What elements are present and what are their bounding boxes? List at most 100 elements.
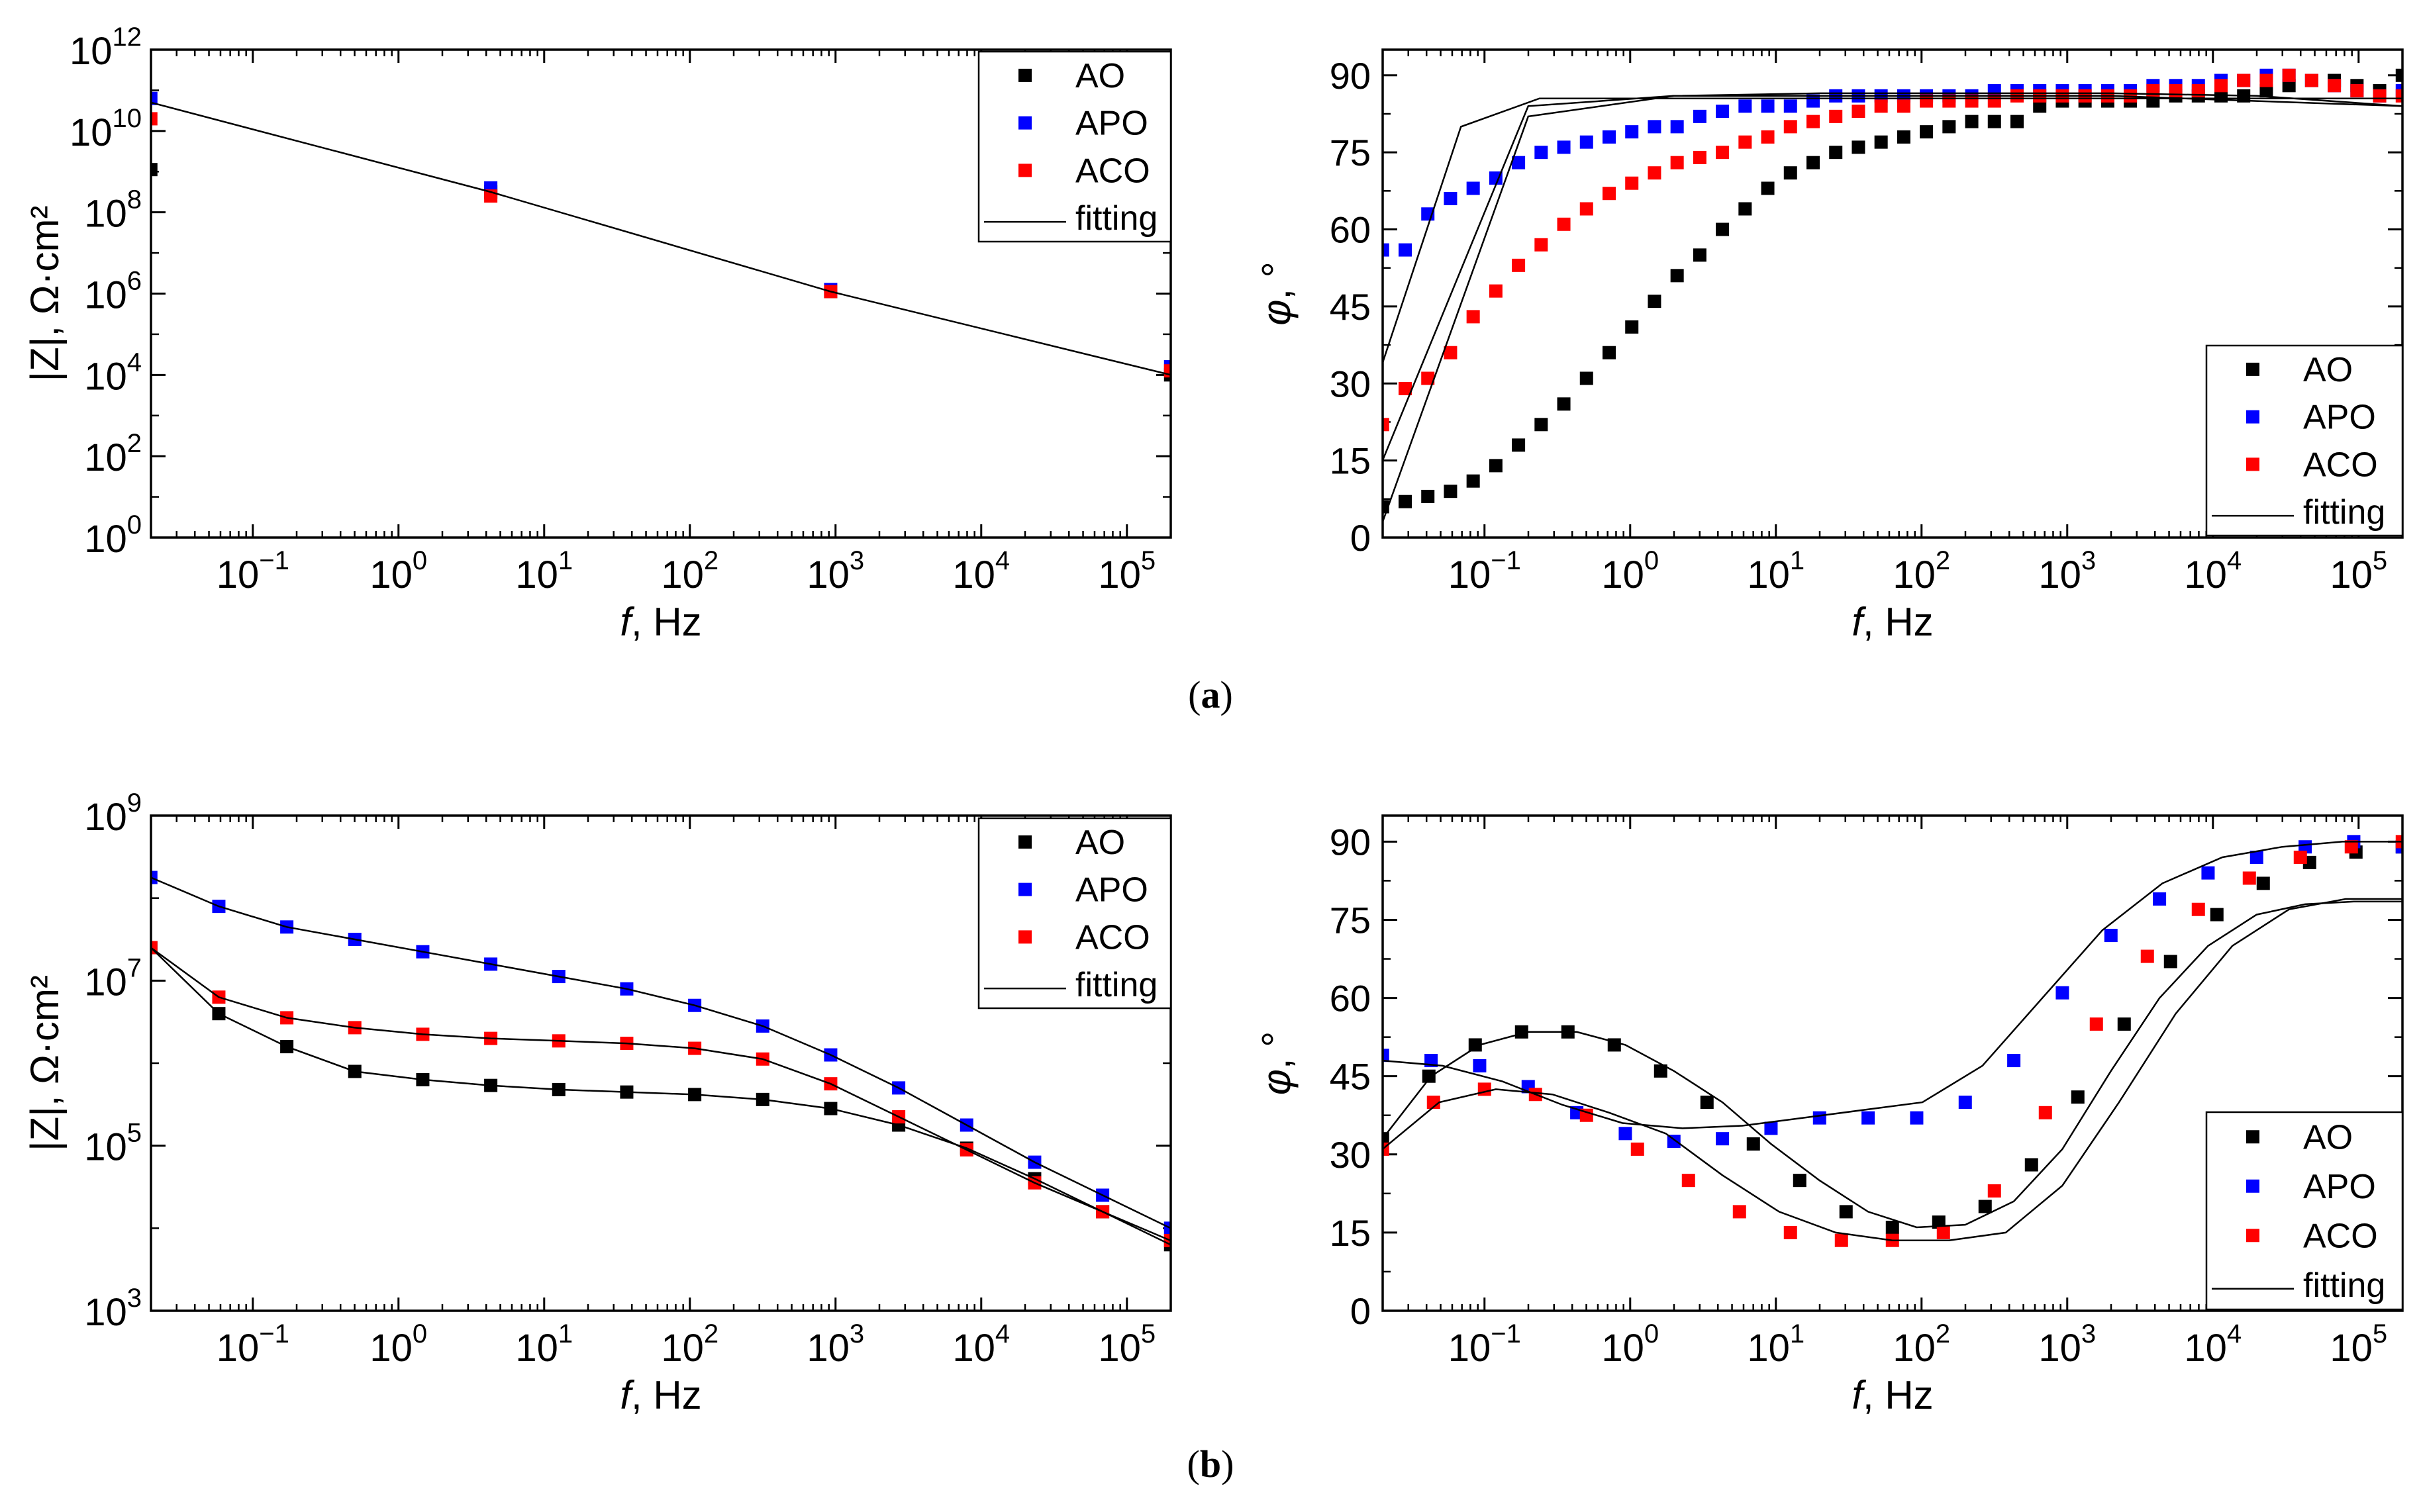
a-phase-point-ao (1670, 269, 1684, 283)
b-modulus-x-tick-exp: 5 (1141, 1319, 1156, 1348)
b-phase-point-ao (1885, 1221, 1899, 1235)
b-phase-x-tick-label: 100 (1601, 1319, 1659, 1370)
b-modulus-x-tick-label: 104 (952, 1319, 1010, 1370)
a-phase-point-apo (1398, 243, 1412, 257)
b-phase-frame (1381, 814, 2404, 1312)
b-modulus-fit-line (151, 947, 1171, 1246)
a-phase-point-apo (1625, 125, 1639, 139)
a-modulus-y-tick-base: 10 (84, 193, 127, 236)
a-phase-fit-line (1383, 95, 2402, 461)
b-modulus-legend-marker-apo (1018, 882, 1032, 896)
a-phase-point-aco (1625, 176, 1639, 190)
a-phase-y-tick-label: 75 (1330, 132, 1371, 173)
b-phase-x-tick-exp: 1 (1790, 1319, 1804, 1348)
a-modulus-legend-marker-ao (1018, 68, 1032, 82)
a-phase-legend-label: AO (2303, 351, 2353, 389)
b-phase-point-ao (1654, 1064, 1667, 1078)
a-phase-point-ao (1806, 156, 1820, 169)
a-phase-x-tick-exp: 1 (1790, 546, 1804, 575)
a-phase-point-ao (1965, 115, 1979, 128)
b-modulus-x-axis-title: f, Hz (620, 1373, 701, 1417)
a-phase-legend-marker-aco (2246, 457, 2259, 471)
b-modulus-x-tick-exp: 1 (558, 1319, 573, 1348)
b-phase-point-aco (1681, 1174, 1695, 1188)
b-modulus-x-tick-base: 10 (370, 1327, 413, 1370)
a-phase-point-apo (1466, 181, 1480, 195)
a-phase-point-apo (1579, 135, 1593, 149)
b-phase-legend-label: fitting (2303, 1266, 2385, 1305)
b-phase-point-aco (2344, 840, 2358, 854)
a-phase-x-tick-base: 10 (1601, 553, 1644, 596)
a-modulus-x-tick-exp: 1 (558, 546, 573, 575)
a-phase-point-ao (1648, 295, 1661, 308)
a-phase-point-ao (1693, 248, 1706, 262)
a-phase-x-axis-title: f, Hz (1852, 600, 1933, 644)
a-phase-point-aco (1806, 115, 1820, 128)
a-phase-fit-line (1383, 97, 2402, 363)
b-phase-x-tick-base: 10 (2038, 1327, 2081, 1370)
a-phase-y-tick-label: 0 (1350, 517, 1371, 559)
a-phase-legend-marker-apo (2246, 410, 2259, 424)
a-phase-x-tick-label: 104 (2184, 546, 2242, 596)
a-modulus-x-tick-exp: 2 (704, 546, 718, 575)
b-phase-point-aco (2191, 902, 2205, 916)
b-modulus-frame (150, 814, 1172, 1312)
b-modulus-x-tick-base: 10 (1098, 1327, 1141, 1370)
a-phase-point-aco (1512, 258, 1526, 272)
b-phase-x-axis-title: f, Hz (1852, 1373, 1933, 1417)
a-phase-point-aco (2395, 89, 2402, 103)
a-phase-point-ao (1829, 146, 1843, 160)
a-phase-point-aco (1897, 99, 1910, 113)
b-phase-point-apo (2153, 892, 2167, 906)
b-modulus-fit-line (151, 876, 1171, 1229)
b-phase-x-tick-exp: 2 (1936, 1319, 1950, 1348)
a-phase-point-aco (2237, 73, 2251, 87)
b-modulus-legend-marker-ao (1018, 835, 1032, 849)
a-modulus-y-axis-title: |Z|, Ω·cm² (23, 206, 67, 382)
a-phase-point-aco (1716, 146, 1730, 160)
a-modulus-y-tick-exp: 0 (127, 510, 142, 540)
a-phase-point-apo (1648, 120, 1661, 134)
a-phase-point-ao (1987, 115, 2001, 128)
a-phase-point-ao (1512, 438, 1526, 452)
a-phase-point-ao (1421, 489, 1435, 503)
a-modulus-x-tick-label: 100 (370, 546, 427, 596)
b-phase-point-aco (2293, 850, 2307, 864)
a-phase-x-tick-base: 10 (2038, 553, 2081, 596)
a-modulus-y-tick-exp: 2 (127, 429, 142, 458)
a-phase-x-tick-exp: 0 (1644, 546, 1659, 575)
a-phase-point-ao (1942, 120, 1956, 134)
a-phase-y-tick-label: 45 (1330, 286, 1371, 328)
a-phase-y-tick-label: 90 (1330, 55, 1371, 97)
b-phase-point-ao (1468, 1038, 1482, 1052)
a-phase-point-aco (1489, 284, 1503, 298)
b-modulus-y-tick-exp: 7 (127, 953, 142, 982)
b-phase-plot-area (1383, 835, 2402, 1247)
b-phase-y-tick-label: 90 (1330, 821, 1371, 863)
a-phase-y-axis-symbol: φ (1254, 300, 1299, 326)
a-phase-point-aco (1783, 120, 1797, 134)
b-modulus-y-tick-base: 10 (84, 961, 127, 1004)
a-phase-point-aco (1444, 346, 1458, 359)
a-phase-point-aco (1557, 217, 1571, 231)
a-modulus-x-tick-label: 105 (1098, 546, 1156, 596)
a-modulus-x-tick-label: 101 (515, 546, 573, 596)
b-phase-point-apo (2298, 840, 2312, 854)
a-phase-legend-label: fitting (2303, 493, 2385, 532)
a-phase-x-tick-label: 10−1 (1448, 546, 1521, 596)
a-modulus-point-apo (151, 91, 158, 105)
a-modulus-fit-line (151, 101, 1171, 376)
a-phase-point-aco (2328, 79, 2342, 93)
a-phase-point-aco (1829, 109, 1843, 123)
a-modulus-legend-label: ACO (1075, 152, 1150, 190)
a-modulus-x-tick-exp: 3 (850, 546, 864, 575)
a-phase-point-ao (2395, 68, 2402, 82)
b-modulus-point-apo (151, 871, 158, 884)
a-modulus-x-tick-exp: 5 (1141, 546, 1156, 575)
a-modulus-y-tick-exp: 10 (113, 104, 142, 133)
a-modulus-x-tick-label: 104 (952, 546, 1010, 596)
a-modulus-y-tick-base: 10 (84, 436, 127, 479)
a-phase-point-apo (1444, 191, 1458, 205)
a-phase-point-aco (1383, 418, 1389, 432)
a-phase-point-apo (1534, 146, 1548, 160)
